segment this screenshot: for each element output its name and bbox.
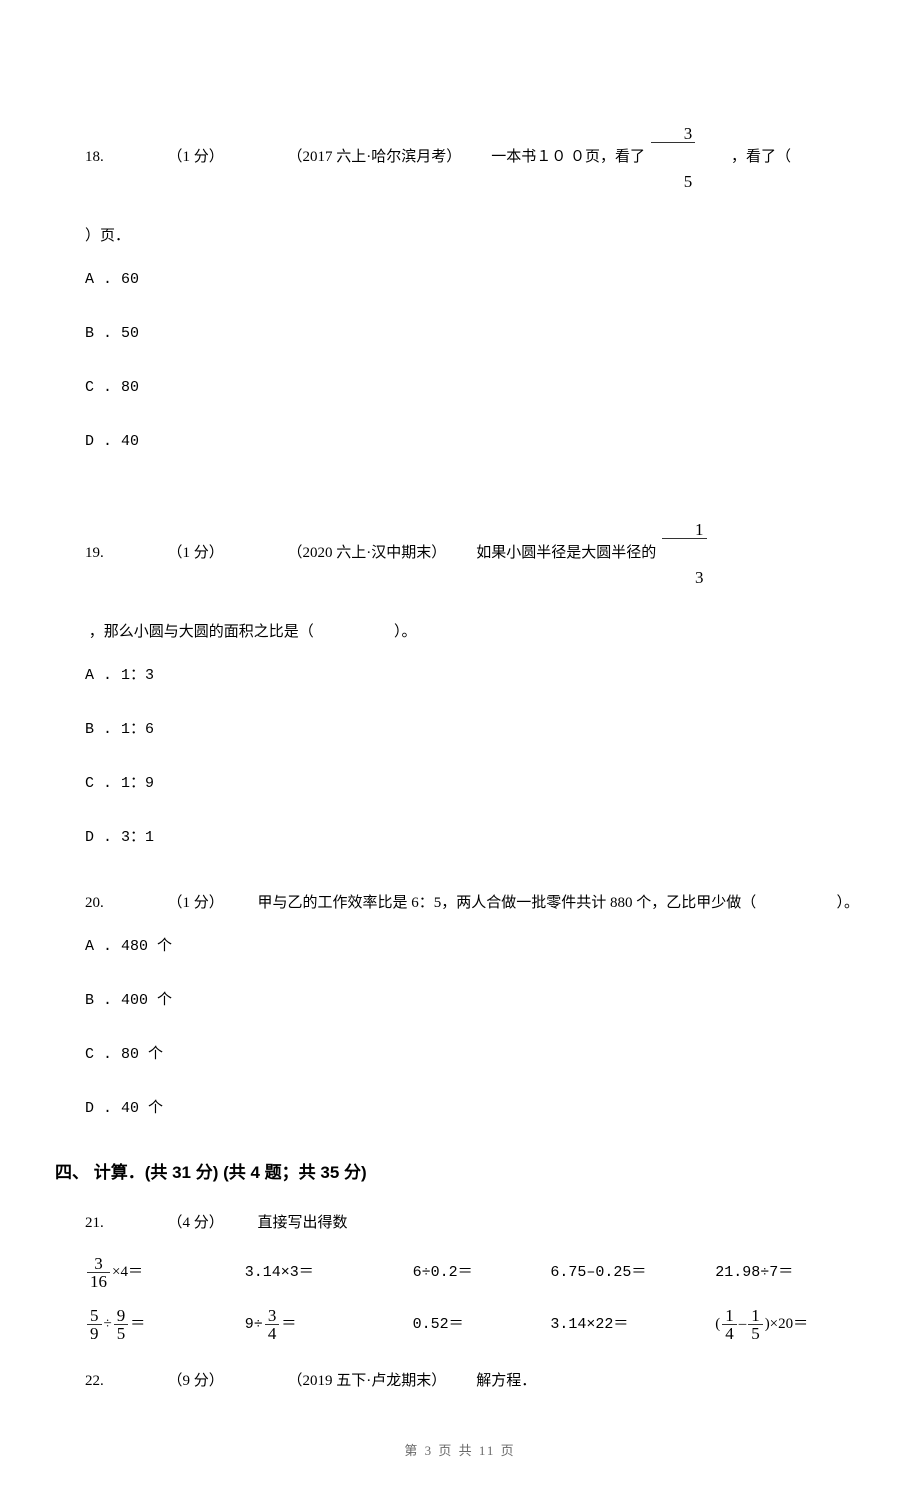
question-18: 18. （1 分） （2017 六上·哈尔滨月考） 一本书１０ ０页，看了 3 … xyxy=(55,95,865,469)
q18-option-b: B . 50 xyxy=(55,307,865,361)
q22-source: （2019 五下·卢龙期末） xyxy=(258,1365,447,1398)
q19-option-b: B . 1：6 xyxy=(55,703,865,757)
question-22: 22. （9 分） （2019 五下·卢龙期末） 解方程． xyxy=(55,1365,865,1398)
q18-points: （1 分） xyxy=(138,141,224,174)
q18-text-pre: 一本书１０ ０页，看了 xyxy=(461,141,649,174)
question-20-text: 20. （1 分） 甲与乙的工作效率比是 6：5，两人合做一批零件共计 880 … xyxy=(55,887,865,920)
calc-r2-c1: 5 9 ÷ 9 5 ＝ xyxy=(85,1306,245,1344)
q20-number: 20. xyxy=(55,887,104,920)
q18-text-post: ，看了（ xyxy=(697,141,791,174)
q19-text-post: ，那么小圆与大圆的面积之比是（ xyxy=(55,616,314,649)
frac-3-4: 3 4 xyxy=(265,1307,280,1342)
q18-number: 18. xyxy=(55,141,104,174)
q20-text-end: ）。 xyxy=(807,887,860,920)
question-20: 20. （1 分） 甲与乙的工作效率比是 6：5，两人合做一批零件共计 880 … xyxy=(55,887,865,1136)
q18-text-end: ）页． xyxy=(55,220,130,253)
q21-text: 直接写出得数 xyxy=(224,1207,348,1240)
question-19: 19. （1 分） （2020 六上·汉中期末） 如果小圆半径是大圆半径的 1 … xyxy=(55,491,865,865)
q18-option-d: D . 40 xyxy=(55,415,865,469)
frac-1-5: 1 5 xyxy=(748,1307,763,1342)
q20-points: （1 分） xyxy=(138,887,224,920)
q18-option-a: A . 60 xyxy=(55,253,865,307)
question-21-text: 21. （4 分） 直接写出得数 xyxy=(55,1207,865,1240)
question-18-text: 18. （1 分） （2017 六上·哈尔滨月考） 一本书１０ ０页，看了 3 … xyxy=(55,95,865,253)
frac-5-9: 5 9 xyxy=(87,1307,102,1342)
calc-r1-c3: 6÷0.2＝ xyxy=(413,1254,551,1292)
calc-r1-c2: 3.14×3＝ xyxy=(245,1254,413,1292)
frac-3-16: 3 16 xyxy=(87,1255,110,1290)
calc-r1-c1: 3 16 ×4＝ xyxy=(85,1254,245,1292)
calc-r1-c5: 21.98÷7＝ xyxy=(715,1254,865,1292)
q19-points: （1 分） xyxy=(138,537,224,570)
q22-text: 解方程． xyxy=(446,1365,536,1398)
calc-r2-c2: 9÷ 3 4 ＝ xyxy=(245,1306,413,1344)
q20-option-a: A . 480 个 xyxy=(55,920,865,974)
q18-option-c: C . 80 xyxy=(55,361,865,415)
q19-option-c: C . 1：9 xyxy=(55,757,865,811)
q19-option-a: A . 1：3 xyxy=(55,649,865,703)
q19-option-d: D . 3：1 xyxy=(55,811,865,865)
question-22-text: 22. （9 分） （2019 五下·卢龙期末） 解方程． xyxy=(55,1365,865,1398)
q19-text-end: ）。 xyxy=(364,616,417,649)
question-21: 21. （4 分） 直接写出得数 3 16 ×4＝ 3.14×3＝ 6÷0.2＝… xyxy=(55,1207,865,1343)
section-4-header: 四、 计算．(共 31 分) (共 4 题；共 35 分) xyxy=(55,1158,865,1183)
q22-number: 22. xyxy=(55,1365,104,1398)
calc-r2-c3: 0.52＝ xyxy=(413,1306,551,1344)
page-footer: 第 3 页 共 11 页 xyxy=(55,1440,865,1459)
q20-option-c: C . 80 个 xyxy=(55,1028,865,1082)
calc-r1-c4: 6.75–0.25＝ xyxy=(550,1254,715,1292)
q18-fraction: 3 5 xyxy=(651,95,696,220)
q19-text-pre: 如果小圆半径是大圆半径的 xyxy=(446,537,660,570)
calc-row-2: 5 9 ÷ 9 5 ＝ 9÷ 3 4 ＝ 0.52＝ 3.14×22＝ ( 1 … xyxy=(85,1306,865,1344)
q19-number: 19. xyxy=(55,537,104,570)
frac-9-5: 9 5 xyxy=(114,1307,129,1342)
q21-number: 21. xyxy=(55,1207,104,1240)
q18-source: （2017 六上·哈尔滨月考） xyxy=(258,141,462,174)
calc-r2-c5: ( 1 4 – 1 5 )×20 ＝ xyxy=(715,1306,865,1344)
q20-option-d: D . 40 个 xyxy=(55,1082,865,1136)
frac-1-4: 1 4 xyxy=(722,1307,737,1342)
q20-option-b: B . 400 个 xyxy=(55,974,865,1028)
q19-fraction: 1 3 xyxy=(662,491,707,616)
calc-row-1: 3 16 ×4＝ 3.14×3＝ 6÷0.2＝ 6.75–0.25＝ 21.98… xyxy=(85,1254,865,1292)
q22-points: （9 分） xyxy=(138,1365,224,1398)
question-19-text: 19. （1 分） （2020 六上·汉中期末） 如果小圆半径是大圆半径的 1 … xyxy=(55,491,865,649)
q19-source: （2020 六上·汉中期末） xyxy=(258,537,447,570)
calc-r2-c4: 3.14×22＝ xyxy=(550,1306,715,1344)
q20-text: 甲与乙的工作效率比是 6：5，两人合做一批零件共计 880 个，乙比甲少做（ xyxy=(224,887,757,920)
q21-points: （4 分） xyxy=(138,1207,224,1240)
